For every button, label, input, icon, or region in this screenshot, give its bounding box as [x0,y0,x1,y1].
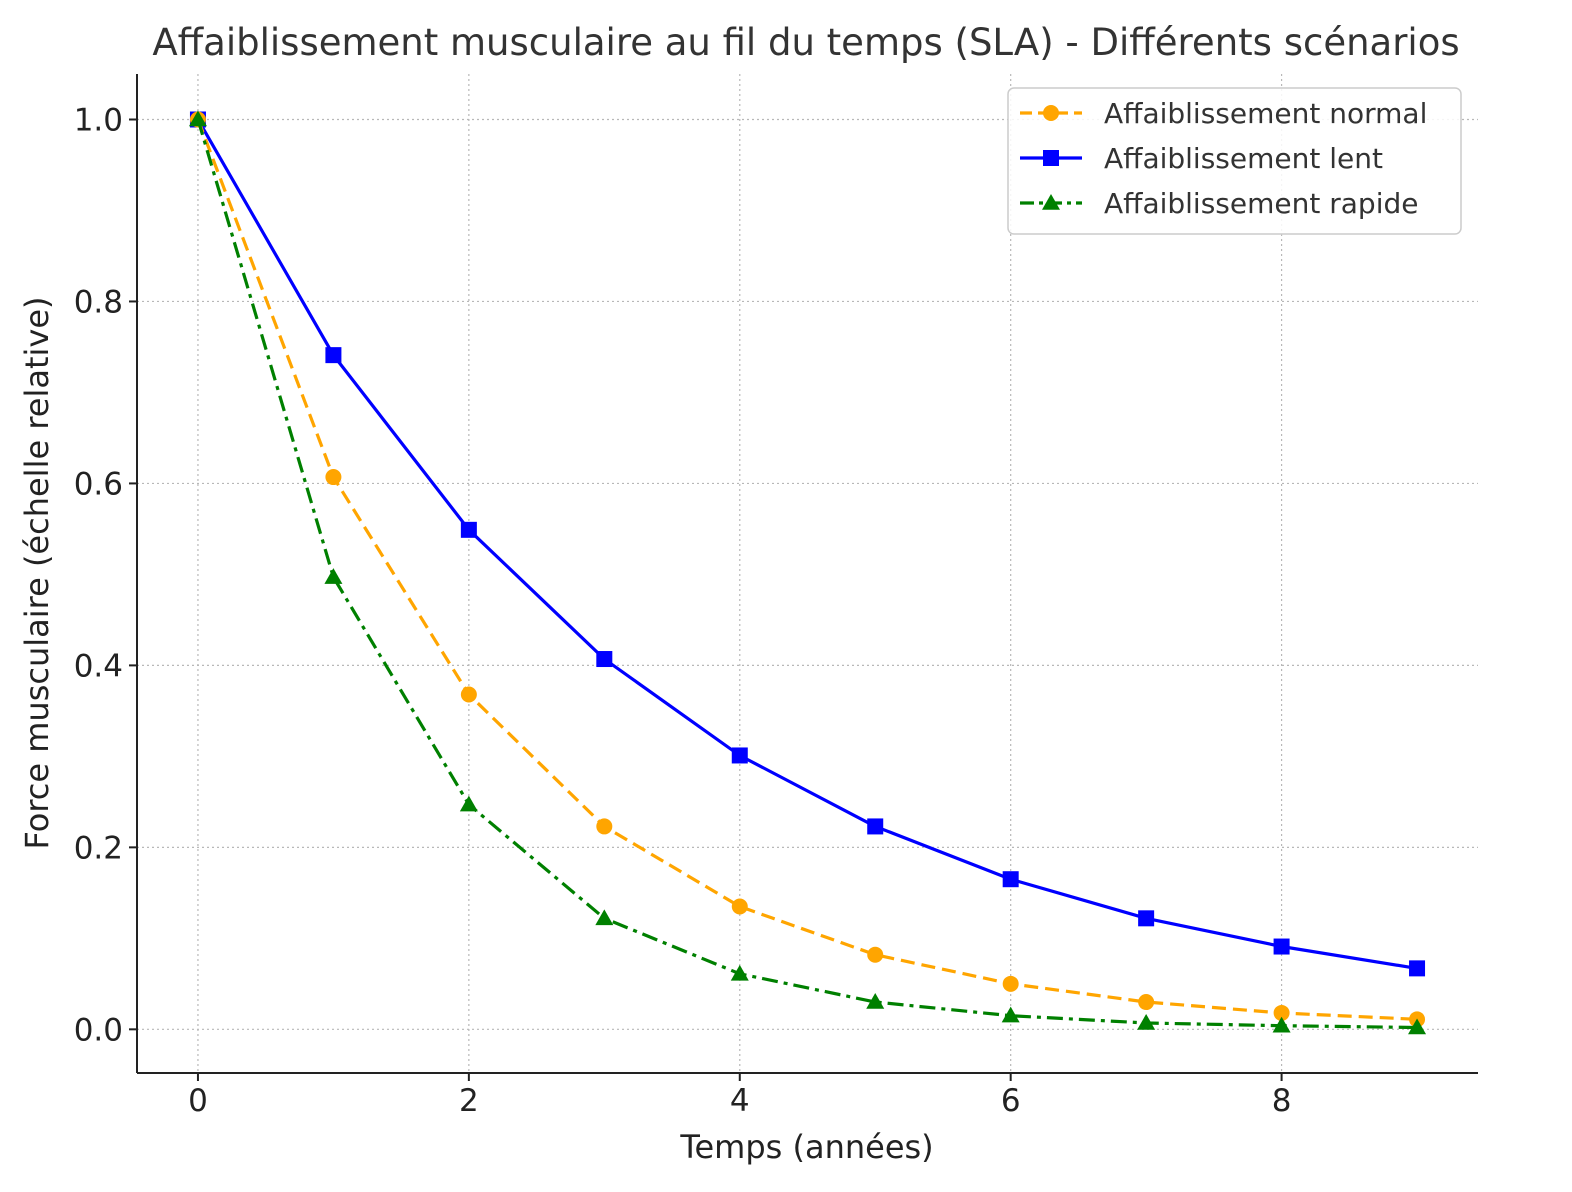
y-tick-label: 0.6 [74,466,123,502]
chart-title: Affaiblissement musculaire au fil du tem… [152,21,1459,64]
data-point-lent [1002,871,1019,888]
axis-ticks: 0 2 4 6 8 0.0 0.2 0.4 0.6 0.8 1.0 [74,102,1292,1119]
data-point-normal [1002,975,1019,992]
data-point-rapide [1137,1013,1156,1030]
x-tick-label: 4 [730,1083,750,1119]
data-point-lent [1273,938,1290,955]
x-tick-label: 8 [1272,1083,1292,1119]
y-axis-label: Force musculaire (échelle relative) [18,296,56,849]
data-point-normal [325,469,342,486]
series-rapide [188,110,1427,1035]
data-point-normal [596,818,613,835]
data-point-lent [596,651,613,668]
y-tick-label: 1.0 [74,102,123,138]
legend-label-rapide: Affaiblissement rapide [1104,187,1418,220]
data-point-lent [325,347,342,364]
series-lent [189,111,1426,977]
series-line-lent [196,118,1418,970]
legend-frame [1007,87,1462,235]
data-point-rapide [1408,1018,1427,1035]
data-point-normal [1273,1004,1290,1021]
legend-label-lent: Affaiblissement lent [1104,142,1383,175]
series-line-rapide [196,119,1418,1030]
x-tick-label: 0 [188,1083,208,1119]
data-point-normal [731,898,748,915]
grid-lines [137,74,1478,1073]
data-point-rapide [188,110,207,127]
data-point-rapide [1272,1016,1291,1033]
y-tick-label: 0.8 [74,284,123,320]
y-tick-label: 0.4 [74,648,123,684]
legend-marker-rapide [1042,194,1060,210]
legend-entry-normal: Affaiblissement normal [1020,97,1427,130]
data-point-rapide [324,568,343,584]
data-point-rapide [595,909,614,926]
x-tick-label: 6 [1001,1083,1021,1119]
data-point-lent [460,521,477,538]
legend: Affaiblissement normal Affaiblissement le… [1007,87,1462,235]
x-tick-label: 2 [459,1083,479,1119]
data-point-lent [731,747,748,764]
data-point-normal [1138,994,1155,1011]
data-point-rapide [730,964,749,981]
data-point-rapide [1001,1006,1020,1023]
legend-entry-lent: Affaiblissement lent [1020,142,1383,175]
data-point-lent [1138,910,1155,927]
legend-marker-normal [1043,105,1059,121]
series-normal [189,111,1426,1028]
data-point-normal [460,686,477,703]
data-point-normal [867,946,884,963]
series-line-normal [196,118,1418,1021]
x-axis-label: Temps (années) [679,1128,933,1166]
legend-entry-rapide: Affaiblissement rapide [1020,187,1418,220]
legend-marker-lent [1043,150,1059,166]
legend-label-normal: Affaiblissement normal [1104,97,1427,130]
y-tick-label: 0.2 [74,830,123,866]
data-point-lent [1409,960,1426,977]
data-point-lent [867,818,884,835]
data-point-rapide [459,795,478,812]
plot-series [188,110,1427,1035]
axes [136,74,1478,1074]
data-point-rapide [866,993,885,1009]
y-tick-label: 0.0 [74,1012,123,1048]
